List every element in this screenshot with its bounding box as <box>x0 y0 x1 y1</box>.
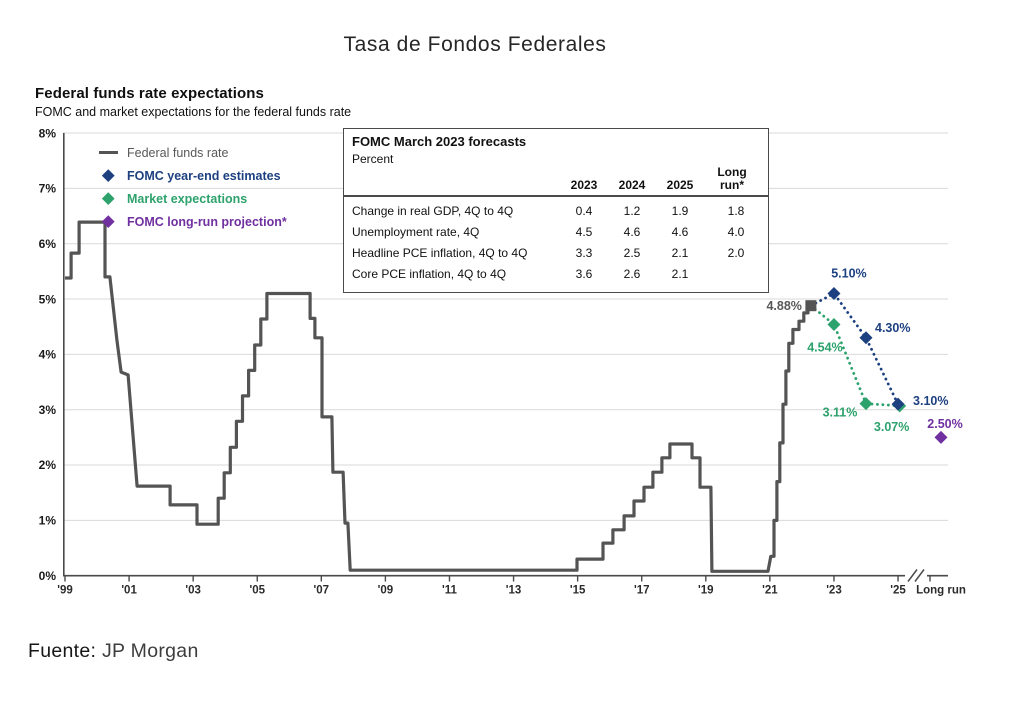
diamond-marker <box>934 430 948 444</box>
row-label: Core PCE inflation, 4Q to 4Q <box>352 266 507 281</box>
y-tick-label: 0% <box>39 569 57 583</box>
column-header: 2023 <box>560 166 608 198</box>
axis-break-icon <box>907 569 918 582</box>
table-cell: 2.0 <box>727 245 745 260</box>
row-label: Headline PCE inflation, 4Q to 4Q <box>352 245 528 260</box>
diamond-marker <box>827 318 841 332</box>
row-label: Change in real GDP, 4Q to 4Q <box>352 203 514 218</box>
point-label: 3.07% <box>874 420 909 434</box>
point-label: 3.11% <box>823 406 858 420</box>
x-tick-label: '09 <box>378 585 394 597</box>
x-tick-label: '99 <box>57 585 73 597</box>
point-label: 4.54% <box>807 341 842 355</box>
current-rate-marker <box>805 300 817 312</box>
table-cell: 0.4 <box>575 203 593 218</box>
source-value: JP Morgan <box>101 640 199 662</box>
table-cell: 1.9 <box>671 203 689 218</box>
table-cell: 4.6 <box>623 224 641 239</box>
x-tick-label: '03 <box>185 585 201 597</box>
diamond-icon <box>95 192 121 205</box>
chart-heading: Federal funds rate expectations <box>35 85 265 102</box>
table-cell: 2.6 <box>623 266 641 281</box>
x-tick-label: '17 <box>634 585 650 597</box>
y-tick-label: 3% <box>39 403 57 417</box>
fed-funds-line <box>65 220 811 573</box>
row-label: Unemployment rate, 4Q <box>352 224 480 239</box>
x-tick-label: Long run <box>916 585 966 597</box>
chart-legend: Federal funds rate FOMC year-end estimat… <box>95 141 287 233</box>
legend-label: Market expectations <box>127 191 248 206</box>
legend-item-fed-funds-rate: Federal funds rate <box>95 141 287 164</box>
table-cell: 4.0 <box>727 224 745 239</box>
x-tick-label: '23 <box>826 585 842 597</box>
line-dash-icon <box>95 150 121 155</box>
table-cell: 4.5 <box>575 224 593 239</box>
forecast-table-title: FOMC March 2023 forecasts <box>352 134 527 149</box>
table-cell <box>704 263 768 284</box>
legend-label: FOMC long-run projection* <box>127 214 287 229</box>
y-tick-label: 2% <box>39 458 57 472</box>
diamond-marker <box>859 397 873 411</box>
point-label: 3.10% <box>913 394 948 408</box>
x-tick-label: '01 <box>121 585 137 597</box>
x-tick-label: '11 <box>442 585 457 597</box>
x-tick-label: '05 <box>249 585 265 597</box>
column-header: 2025 <box>656 166 704 198</box>
forecast-table: FOMC March 2023 forecasts Percent 2023 2… <box>343 128 769 293</box>
table-row: Core PCE inflation, 4Q to 4Q 3.6 2.6 2.1 <box>344 263 768 284</box>
source-label: Fuente: <box>28 640 97 662</box>
legend-item-market-expectations: Market expectations <box>95 187 287 210</box>
x-tick-label: '15 <box>570 585 586 597</box>
diamond-marker <box>827 287 841 301</box>
x-tick-label: '21 <box>762 585 778 597</box>
x-tick-label: '19 <box>698 585 714 597</box>
diamond-marker <box>859 331 873 345</box>
y-tick-label: 6% <box>39 237 57 251</box>
diamond-marker <box>891 397 905 411</box>
y-tick-label: 7% <box>39 182 57 196</box>
point-label: 5.10% <box>831 267 866 281</box>
forecast-table-unit: Percent <box>352 152 394 166</box>
column-header: 2024 <box>608 166 656 198</box>
forecast-header-row: 2023 2024 2025 Long run* <box>344 165 768 198</box>
table-cell: 1.2 <box>623 203 641 218</box>
table-cell: 3.3 <box>575 245 593 260</box>
x-tick-label: '13 <box>506 585 522 597</box>
axis-break-icon <box>914 569 925 582</box>
chart-subheading: FOMC and market expectations for the fed… <box>35 105 352 119</box>
y-tick-label: 1% <box>39 514 57 528</box>
dotted-projection-line <box>809 304 901 408</box>
header-spacer <box>344 166 560 198</box>
legend-label: Federal funds rate <box>127 145 229 160</box>
table-cell: 3.6 <box>575 266 593 281</box>
source-note: Fuente: JP Morgan <box>28 640 199 663</box>
legend-item-fomc-long-run: FOMC long-run projection* <box>95 210 287 233</box>
x-tick-label: '25 <box>890 585 906 597</box>
page-title: Tasa de Fondos Federales <box>343 33 607 56</box>
legend-item-fomc-year-end: FOMC year-end estimates <box>95 164 287 187</box>
table-row: Change in real GDP, 4Q to 4Q 0.4 1.2 1.9… <box>344 196 768 221</box>
point-label: 4.30% <box>875 321 910 335</box>
diamond-icon <box>95 215 121 228</box>
y-tick-label: 4% <box>39 348 57 362</box>
table-cell: 2.1 <box>671 266 689 281</box>
table-cell: 2.1 <box>671 245 689 260</box>
point-label: 2.50% <box>927 417 962 431</box>
table-row: Headline PCE inflation, 4Q to 4Q 3.3 2.5… <box>344 242 768 263</box>
column-header: Long run* <box>704 165 768 198</box>
table-cell: 2.5 <box>623 245 641 260</box>
table-row: Unemployment rate, 4Q 4.5 4.6 4.6 4.0 <box>344 221 768 242</box>
diamond-icon <box>95 169 121 182</box>
legend-label: FOMC year-end estimates <box>127 168 281 183</box>
current-rate-label: 4.88% <box>766 299 801 313</box>
y-tick-label: 8% <box>39 126 57 140</box>
table-cell: 1.8 <box>727 203 745 218</box>
x-tick-label: '07 <box>314 585 330 597</box>
y-tick-label: 5% <box>39 292 57 306</box>
table-cell: 4.6 <box>671 224 689 239</box>
